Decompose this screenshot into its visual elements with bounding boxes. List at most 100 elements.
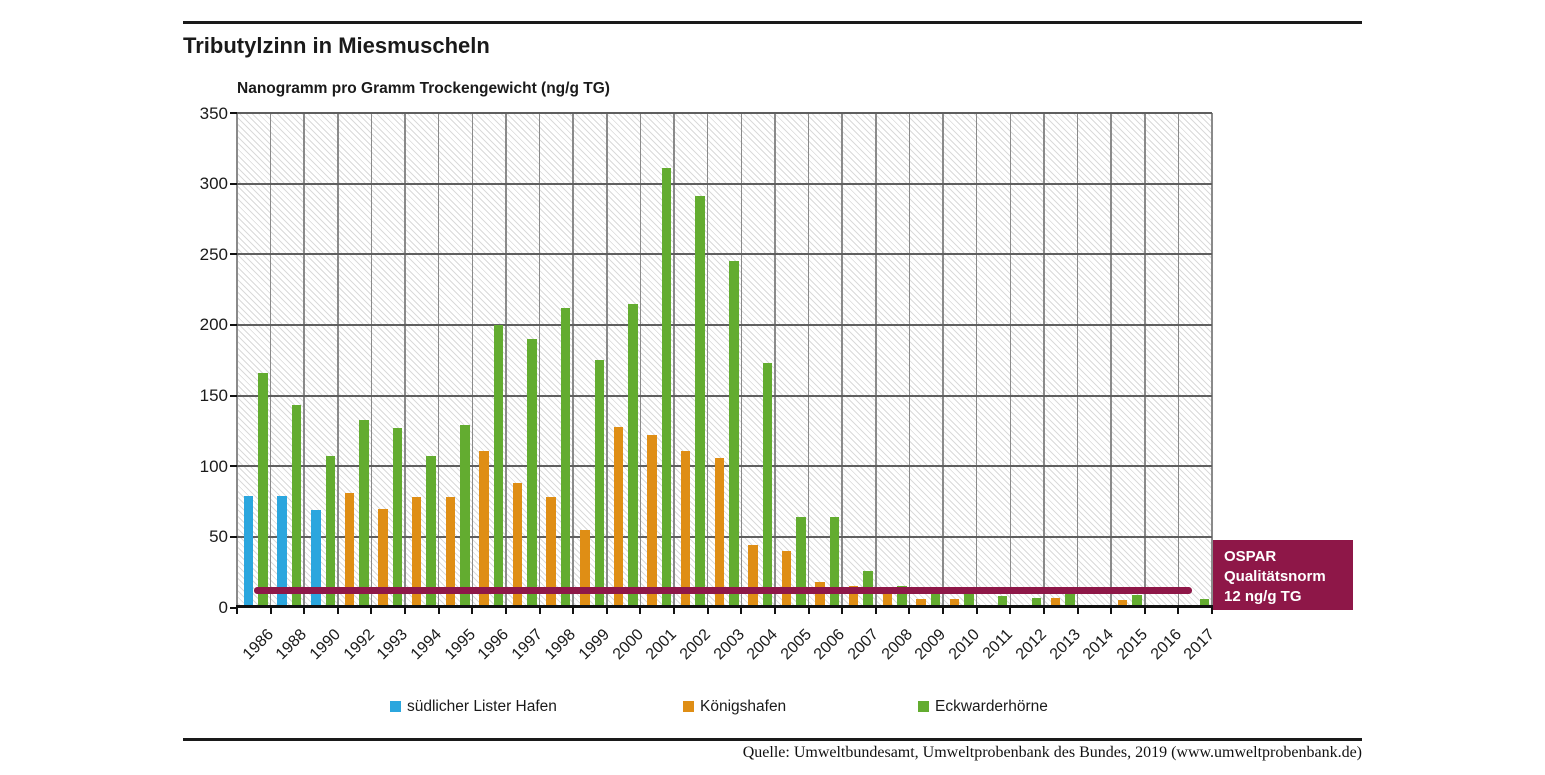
legend-swatch bbox=[390, 700, 401, 712]
gridline-vertical bbox=[606, 113, 608, 608]
gridline-vertical bbox=[1144, 113, 1146, 608]
x-axis-tick bbox=[740, 607, 743, 614]
gridline-vertical bbox=[404, 113, 406, 608]
x-axis-tick bbox=[471, 607, 474, 614]
bar-2004 bbox=[762, 363, 773, 608]
gridline-vertical bbox=[841, 113, 843, 608]
x-axis-tick bbox=[1110, 607, 1113, 614]
gridline-horizontal bbox=[237, 182, 1212, 185]
bar-2013 bbox=[1050, 597, 1061, 608]
bar-1988 bbox=[277, 495, 287, 608]
gridline-vertical bbox=[337, 113, 339, 608]
plot-area bbox=[230, 112, 1213, 614]
bar-2010 bbox=[949, 599, 960, 608]
bar-1996 bbox=[493, 324, 504, 608]
bar-2008 bbox=[897, 586, 907, 608]
gridline-vertical bbox=[370, 113, 373, 608]
bar-1997 bbox=[512, 483, 523, 608]
x-axis-tick bbox=[538, 607, 541, 614]
gridline-vertical bbox=[1009, 113, 1012, 608]
bar-2005 bbox=[796, 517, 806, 608]
y-tick-label: 100 bbox=[199, 456, 228, 476]
bar-2009 bbox=[930, 587, 941, 608]
y-tick-label: 350 bbox=[199, 103, 228, 123]
legend-item: südlicher Lister Hafen bbox=[390, 698, 557, 716]
gridline-vertical bbox=[303, 113, 305, 608]
gridline-vertical bbox=[673, 113, 675, 608]
bar-2004 bbox=[748, 545, 758, 608]
x-axis-tick bbox=[1042, 607, 1045, 614]
bar-1996 bbox=[479, 450, 489, 608]
bar-1997 bbox=[527, 339, 537, 608]
y-tick-label: 150 bbox=[199, 386, 228, 406]
bar-1990 bbox=[325, 456, 336, 608]
gridline-vertical bbox=[538, 113, 541, 608]
x-axis-tick bbox=[874, 607, 877, 614]
x-axis-tick bbox=[336, 607, 339, 614]
y-axis-tick bbox=[230, 606, 237, 609]
bar-1993 bbox=[392, 428, 403, 608]
gridline-vertical bbox=[975, 113, 978, 608]
gridline-vertical bbox=[875, 113, 877, 608]
source-credit: Quelle: Umweltbundesamt, Umweltprobenban… bbox=[742, 744, 1362, 761]
bar-2013 bbox=[1065, 593, 1075, 608]
bar-1999 bbox=[594, 360, 605, 608]
legend-label: südlicher Lister Hafen bbox=[407, 698, 557, 715]
x-axis-tick bbox=[605, 607, 608, 614]
bar-2008 bbox=[882, 593, 893, 608]
y-axis-tick bbox=[230, 465, 237, 468]
gridline-horizontal bbox=[237, 394, 1212, 397]
bar-1994 bbox=[426, 456, 436, 608]
bar-1988 bbox=[291, 405, 302, 608]
bar-1998 bbox=[546, 497, 556, 608]
x-axis-tick bbox=[1076, 607, 1079, 614]
legend-swatch bbox=[918, 700, 929, 712]
gridline-vertical bbox=[236, 113, 238, 608]
gridline-vertical bbox=[908, 113, 911, 608]
ospar-annotation-line3: 12 ng/g TG bbox=[1224, 588, 1302, 605]
ospar-reference-line bbox=[254, 587, 1192, 594]
y-axis-tick bbox=[230, 323, 237, 326]
bar-1992 bbox=[359, 419, 369, 608]
x-axis-tick bbox=[504, 607, 507, 614]
ospar-annotation-line2: Qualitätsnorm bbox=[1224, 568, 1326, 585]
y-axis-tick bbox=[230, 535, 237, 538]
y-tick-label: 250 bbox=[199, 244, 228, 264]
legend-label: Eckwarderhörne bbox=[935, 698, 1048, 715]
x-axis-tick bbox=[1009, 607, 1012, 614]
x-axis-tick bbox=[841, 607, 844, 614]
gridline-vertical bbox=[1043, 113, 1045, 608]
legend-label: Königshafen bbox=[700, 698, 787, 715]
ospar-annotation: OSPAR Qualitätsnorm 12 ng/g TG bbox=[1213, 540, 1353, 610]
gridline-vertical bbox=[1076, 113, 1079, 608]
ospar-annotation-line1: OSPAR bbox=[1224, 548, 1277, 565]
gridline-vertical bbox=[1110, 113, 1112, 608]
x-axis-tick bbox=[269, 607, 272, 614]
legend-item: Königshafen bbox=[683, 698, 786, 716]
x-axis-tick bbox=[1177, 607, 1180, 614]
bar-2000 bbox=[628, 303, 638, 608]
bar-1990 bbox=[311, 510, 321, 608]
bar-1998 bbox=[560, 307, 571, 608]
chart-title: Tributylzinn in Miesmuscheln bbox=[183, 33, 490, 58]
gridline-vertical bbox=[740, 113, 743, 608]
y-tick-label: 50 bbox=[209, 527, 228, 547]
bar-1986 bbox=[243, 495, 254, 608]
gridline-horizontal bbox=[237, 465, 1212, 468]
y-axis-tick bbox=[230, 182, 237, 185]
x-axis-tick bbox=[673, 607, 676, 614]
y-axis-title: Nanogramm pro Gramm Trockengewicht (ng/g… bbox=[237, 80, 610, 97]
gridline-vertical bbox=[572, 113, 574, 608]
x-axis-tick bbox=[437, 607, 440, 614]
x-axis-tick bbox=[404, 607, 407, 614]
gridline-horizontal bbox=[237, 112, 1212, 114]
gridline-horizontal bbox=[237, 253, 1212, 256]
gridline-vertical bbox=[1177, 113, 1180, 608]
bar-2010 bbox=[964, 593, 974, 608]
gridline-vertical bbox=[269, 113, 272, 608]
y-tick-label: 0 bbox=[218, 598, 228, 617]
bar-2000 bbox=[613, 426, 624, 608]
bottom-divider bbox=[183, 738, 1362, 741]
bar-2012 bbox=[1031, 597, 1042, 608]
